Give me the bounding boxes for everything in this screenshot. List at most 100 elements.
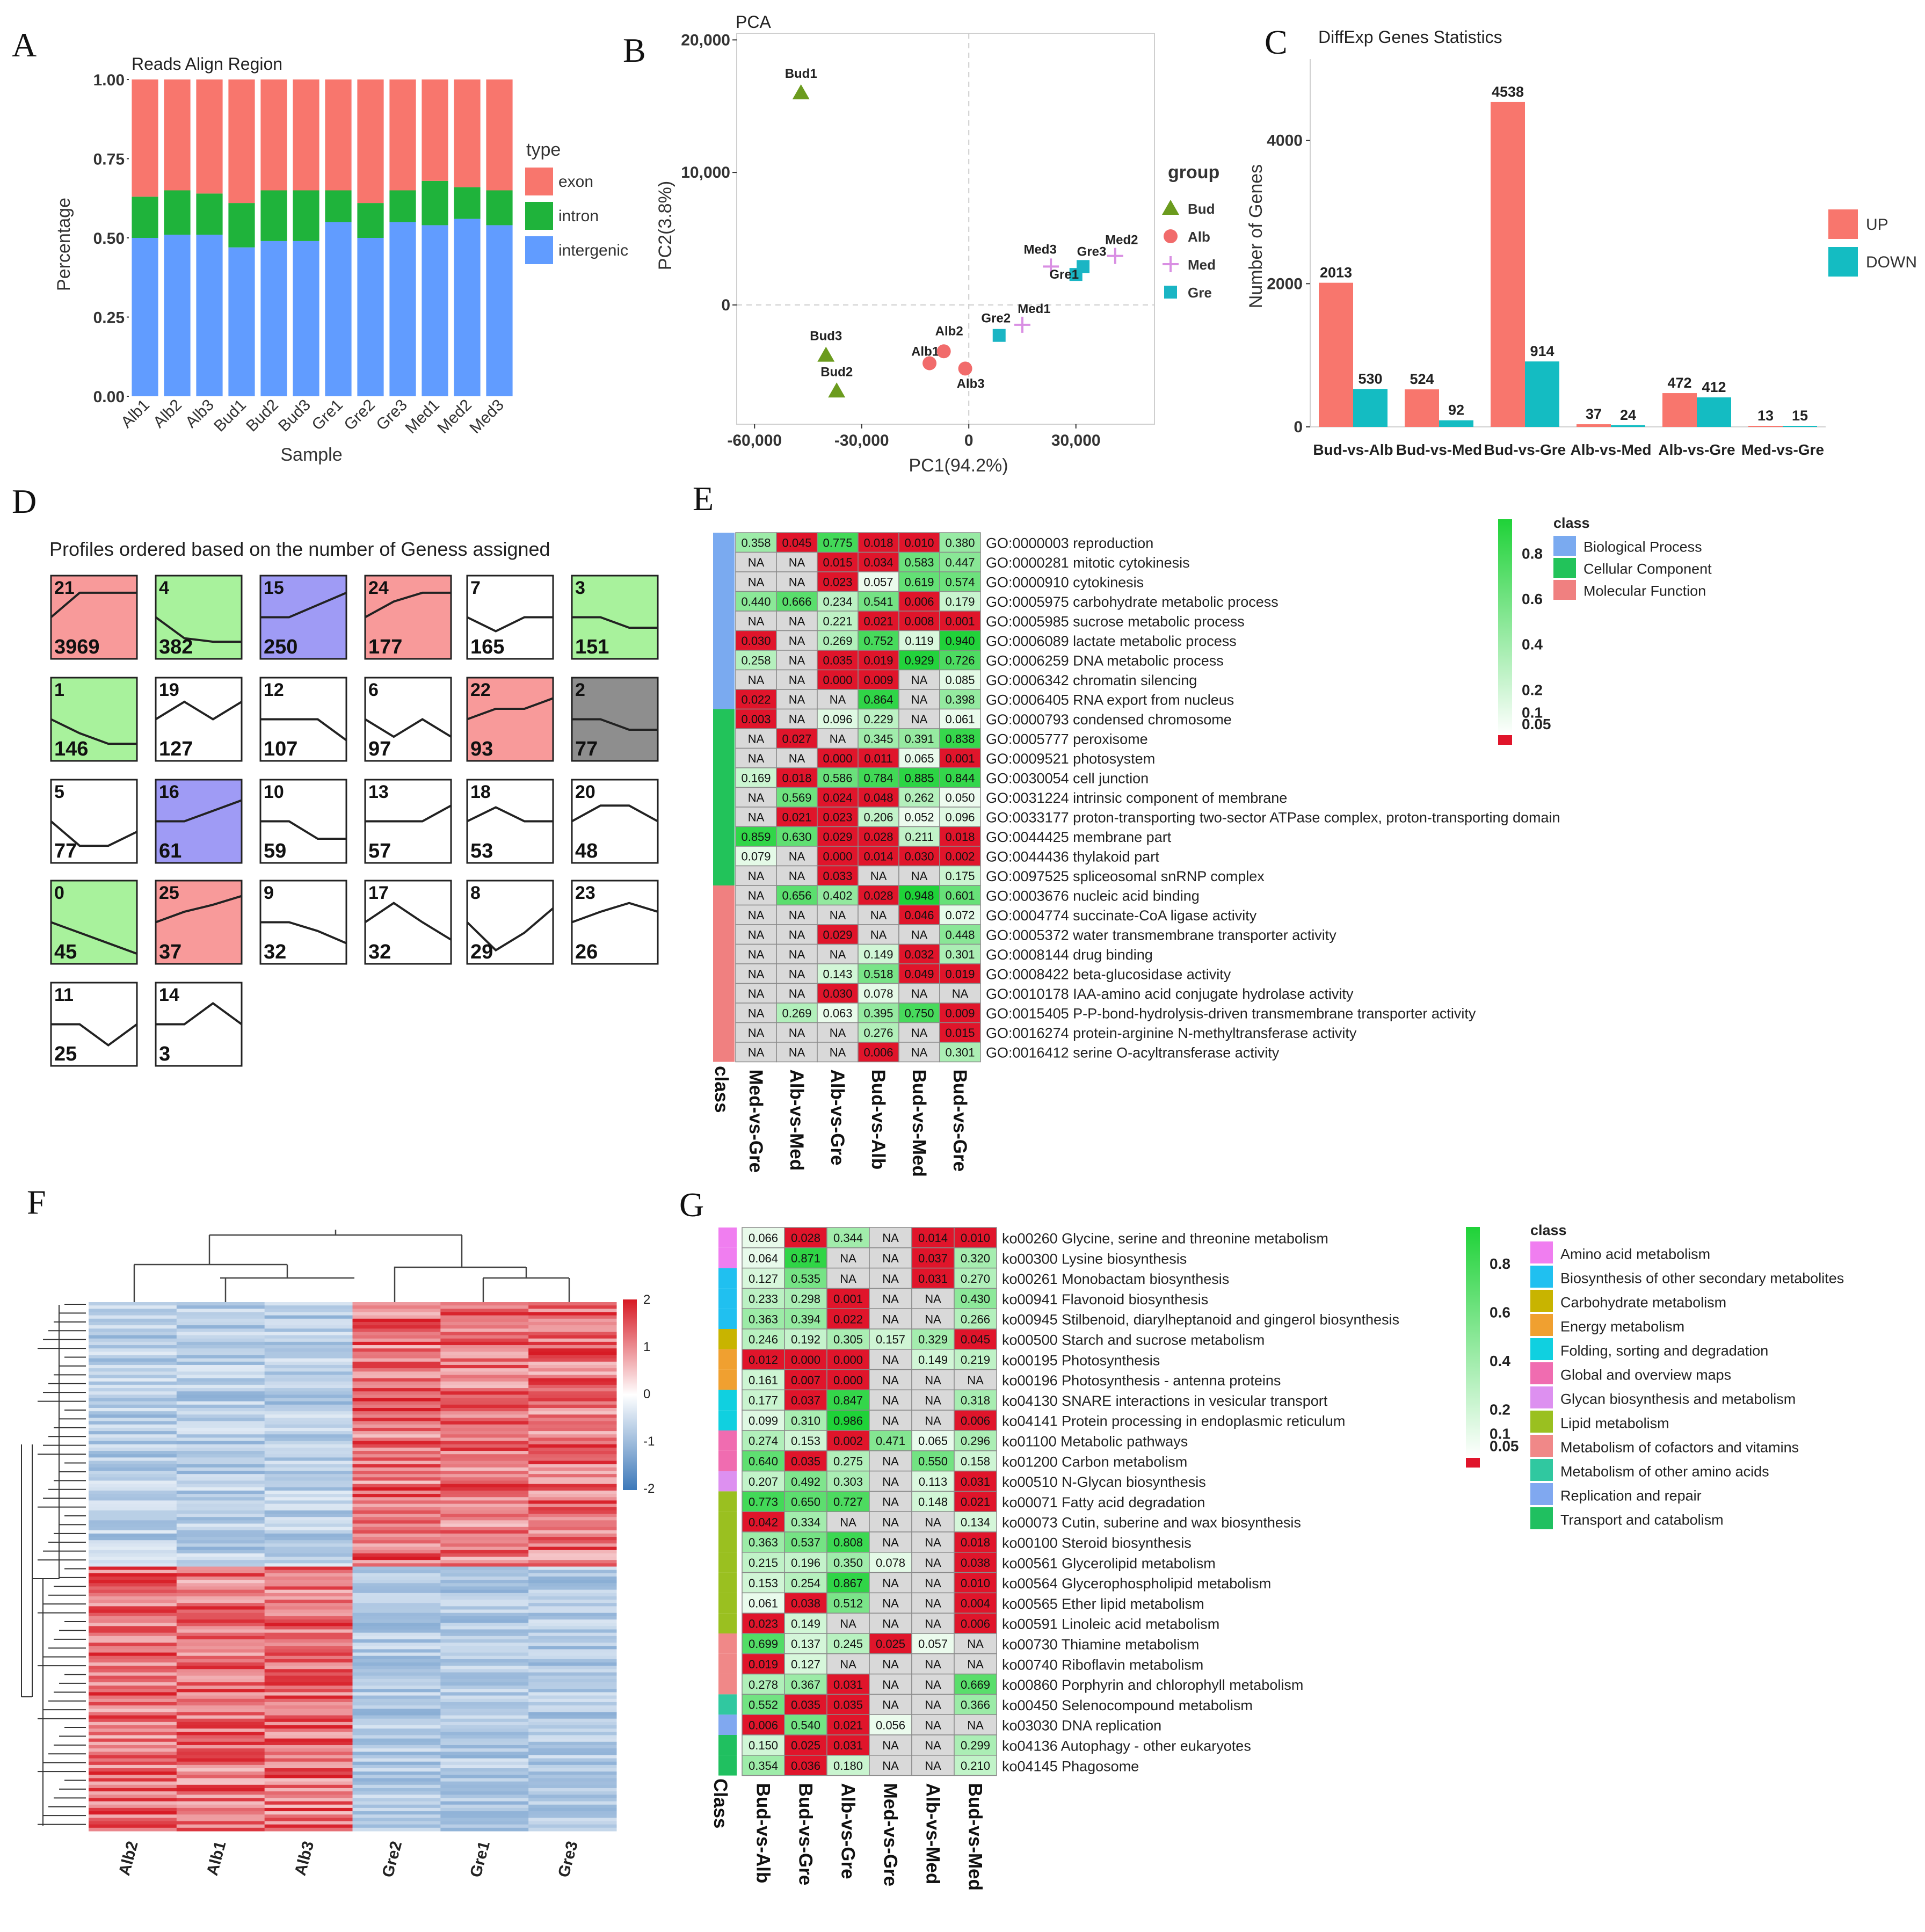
chart-f-cell-96-0 — [89, 1619, 177, 1623]
chart-e-cell-17-5 — [939, 865, 981, 886]
chart-a-legend-swatch-intron — [525, 202, 553, 230]
chart-f-cell-4-3 — [352, 1315, 441, 1319]
chart-a-xtick-gre2: Gre2 — [340, 396, 379, 434]
chart-f-cell-157-5 — [528, 1821, 617, 1825]
chart-e-cell-7-3 — [858, 669, 899, 690]
chart-f-cell-127-2 — [264, 1722, 353, 1726]
chart-e-cell-13-2 — [817, 787, 859, 808]
chart-f-cell-10-3 — [352, 1335, 441, 1339]
chart-f-cell-133-1 — [176, 1741, 265, 1746]
panel-label-b: B — [623, 31, 646, 69]
chart-g-legend-swatch-11 — [1530, 1507, 1553, 1529]
chart-f-cell-74-3 — [352, 1546, 441, 1551]
chart-f-cell-77-4 — [440, 1557, 529, 1560]
chart-e-cell-1-2 — [817, 551, 859, 572]
panel-c-grouped-bar-chart: DiffExp Genes Statistics Number of Genes… — [1246, 27, 1917, 458]
chart-g-row-label-8: ko04130 SNARE interactions in vesicular … — [1002, 1393, 1328, 1409]
chart-f-cell-29-3 — [352, 1398, 441, 1402]
chart-e-cell-text-14-1: 0.021 — [782, 810, 811, 824]
chart-f-cell-52-3 — [352, 1474, 441, 1478]
profile-box-21 — [50, 575, 138, 660]
chart-f-cell-13-4 — [440, 1345, 529, 1349]
chart-f-cell-114-0 — [89, 1679, 177, 1683]
chart-c-bar-label-down-alb-vs-gre: 412 — [1702, 379, 1726, 395]
chart-e-cell-20-0 — [735, 924, 777, 945]
chart-g-cell-text-16-1: 0.196 — [791, 1556, 820, 1570]
chart-a-legend-swatch-intergenic — [525, 236, 553, 264]
profile-id-25: 25 — [159, 883, 179, 903]
chart-g-cell-25-5 — [954, 1734, 997, 1756]
chart-g-cell-15-2 — [826, 1531, 870, 1553]
chart-f-cell-85-1 — [176, 1583, 265, 1587]
profile-count-13: 57 — [368, 840, 391, 862]
profile-box-0 — [50, 880, 138, 965]
chart-f-cell-84-3 — [352, 1580, 441, 1584]
chart-b-legend-marker-gre — [1164, 286, 1177, 299]
chart-g-row-label-14: ko00073 Cutin, suberine and wax biosynth… — [1002, 1515, 1301, 1531]
chart-f-cell-92-2 — [264, 1606, 353, 1610]
chart-g-cell-20-1 — [784, 1633, 827, 1654]
chart-g-cell-text-12-2: 0.303 — [833, 1475, 863, 1488]
chart-f-cell-89-2 — [264, 1596, 353, 1600]
chart-e-class-cell-26 — [713, 1042, 735, 1062]
chart-f-cell-106-1 — [176, 1652, 265, 1657]
chart-f-cell-40-2 — [264, 1434, 353, 1438]
chart-f-cell-4-1 — [176, 1315, 265, 1319]
chart-f-cell-93-2 — [264, 1609, 353, 1614]
chart-f-cell-158-2 — [264, 1824, 353, 1828]
chart-g-cell-15-1 — [784, 1531, 827, 1553]
profile-id-22: 22 — [470, 680, 491, 700]
chart-f-cell-66-1 — [176, 1520, 265, 1524]
chart-c-bar-label-up-bud-vs-alb: 2013 — [1320, 265, 1352, 281]
chart-f-cell-18-5 — [528, 1361, 617, 1366]
chart-e-cell-13-5 — [939, 787, 981, 808]
chart-f-cell-96-2 — [264, 1619, 353, 1623]
chart-g-row-label-5: ko00500 Starch and sucrose metabolism — [1002, 1332, 1265, 1348]
chart-g-cell-text-12-1: 0.492 — [791, 1475, 820, 1488]
chart-f-cell-152-5 — [528, 1804, 617, 1808]
chart-f-cell-121-5 — [528, 1702, 617, 1706]
chart-g-cell-21-2 — [826, 1653, 870, 1675]
chart-e-cell-12-4 — [898, 767, 940, 788]
chart-e-cell-10-0 — [735, 728, 777, 749]
chart-e-class-cell-11 — [713, 748, 735, 768]
chart-f-cell-21-0 — [89, 1371, 177, 1375]
chart-f-cell-63-0 — [89, 1510, 177, 1514]
chart-e-cell-19-3 — [858, 904, 899, 925]
chart-f-cell-156-5 — [528, 1818, 617, 1822]
chart-f-cell-132-3 — [352, 1738, 441, 1742]
chart-f-cell-86-1 — [176, 1586, 265, 1590]
chart-f-cell-82-1 — [176, 1573, 265, 1577]
chart-e-cell-text-25-5: 0.015 — [945, 1026, 975, 1040]
chart-f-cell-63-5 — [528, 1510, 617, 1514]
chart-f-cell-138-0 — [89, 1758, 177, 1762]
chart-f-cell-79-1 — [176, 1563, 265, 1567]
chart-e-cell-14-3 — [858, 807, 899, 827]
chart-c-bar-down-bud-vs-alb — [1353, 389, 1388, 427]
chart-f-cell-26-1 — [176, 1388, 265, 1392]
chart-f-cell-134-5 — [528, 1745, 617, 1749]
chart-f-cell-62-2 — [264, 1507, 353, 1511]
chart-g-cell-1-4 — [911, 1247, 955, 1269]
chart-e-cell-11-1 — [776, 747, 818, 768]
chart-f-cell-55-0 — [89, 1484, 177, 1488]
chart-f-cell-95-4 — [440, 1616, 529, 1620]
chart-g-cell-2-3 — [869, 1267, 912, 1289]
chart-g-cell-text-7-0: 0.161 — [749, 1374, 778, 1387]
chart-f-cell-94-2 — [264, 1613, 353, 1617]
chart-f-cell-134-4 — [440, 1745, 529, 1749]
chart-f-cell-147-5 — [528, 1788, 617, 1792]
chart-f-cell-159-5 — [528, 1827, 617, 1832]
chart-e-row-label-1: GO:0000281 mitotic cytokinesis — [986, 555, 1190, 571]
chart-e-cell-text-23-1: NA — [789, 987, 805, 1000]
chart-g-cell-text-0-4: 0.014 — [918, 1231, 948, 1245]
chart-f-top-dendrogram — [133, 1230, 570, 1302]
chart-f-cell-154-3 — [352, 1811, 441, 1815]
chart-f-cell-106-4 — [440, 1652, 529, 1657]
chart-g-cell-text-9-1: 0.310 — [791, 1414, 820, 1427]
chart-g-cell-text-17-1: 0.254 — [791, 1577, 820, 1590]
chart-g-col-label-5: Bud-vs-Med — [965, 1783, 986, 1891]
chart-f-cell-5-0 — [89, 1318, 177, 1323]
chart-f-cell-71-5 — [528, 1537, 617, 1541]
chart-g-cell-text-5-5: 0.045 — [961, 1333, 990, 1346]
